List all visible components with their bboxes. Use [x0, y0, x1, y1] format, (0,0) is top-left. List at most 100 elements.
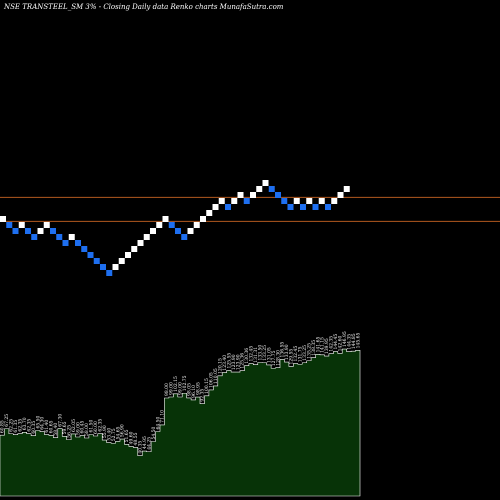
down-brick [175, 228, 181, 234]
volume-label: 92.35 [200, 389, 206, 402]
volume-label: 99.00 [178, 382, 184, 395]
volume-label: 132.45 [293, 346, 299, 362]
volume-label: 125.36 [240, 353, 246, 369]
up-brick [318, 198, 325, 204]
up-brick [343, 186, 350, 192]
volume-label: 54.65 [115, 426, 121, 439]
volume-label: 96.10 [191, 385, 197, 398]
volume-label: 133.25 [302, 345, 308, 361]
volume-label: 64.50 [155, 416, 161, 429]
down-brick [25, 228, 31, 234]
down-brick [87, 252, 94, 258]
volume-label: 59.00 [75, 422, 81, 435]
volume-label: 139.95 [324, 338, 330, 354]
volume-label: 63.70 [22, 417, 28, 430]
volume-label: 62.05 [71, 419, 77, 432]
down-brick [275, 192, 281, 198]
volume-label: 110.05 [213, 368, 219, 384]
up-brick [331, 198, 338, 204]
volume-label: 99.00 [169, 382, 175, 395]
volume-label: 146.95 [342, 331, 348, 347]
up-brick [256, 186, 263, 192]
volume-label: 123.40 [222, 355, 228, 371]
down-brick [325, 204, 331, 210]
volume-label: 142.35 [329, 336, 335, 352]
down-brick [268, 186, 275, 192]
down-brick [31, 234, 38, 240]
volume-label: 65.50 [35, 415, 41, 428]
up-brick [43, 222, 50, 228]
down-brick [168, 222, 175, 228]
up-brick [193, 222, 200, 228]
down-brick [281, 198, 288, 204]
volume-label: 44.25 [146, 437, 152, 450]
volume-label: 133.90 [284, 344, 290, 360]
down-brick [287, 204, 294, 210]
volume-label: 98.95 [195, 382, 201, 395]
volume-label: 48.55 [133, 432, 139, 445]
volume-panel: 60.85 67.25 62.25 61.35 62.35 63.70 62.35 60.35… [0, 331, 361, 497]
up-brick [237, 192, 244, 198]
up-brick [337, 192, 344, 198]
up-brick [293, 198, 300, 204]
volume-label: 61.40 [44, 420, 50, 433]
volume-label: 62.25 [9, 419, 15, 432]
down-brick [75, 240, 81, 246]
volume-label: 67.30 [58, 414, 64, 427]
volume-label: 135.25 [306, 343, 312, 359]
volume-label: 49.60 [129, 431, 135, 444]
volume-label: 144.45 [333, 334, 339, 350]
volume-label: 55.90 [102, 425, 108, 438]
volume-label: 106.05 [209, 372, 215, 388]
volume-label: 51.65 [124, 429, 130, 442]
volume-label: 60.35 [31, 421, 37, 434]
up-brick [68, 234, 75, 240]
volume-label: 62.35 [18, 419, 24, 432]
volume-label: 62.35 [26, 419, 32, 432]
up-brick [118, 258, 125, 264]
volume-label: 59.65 [62, 421, 68, 434]
volume-label: 61.50 [89, 419, 95, 432]
down-brick [300, 204, 306, 210]
volume-label: 52.75 [111, 428, 117, 441]
volume-label: 130.36 [244, 348, 250, 364]
down-brick [243, 198, 250, 204]
volume-label: 102.15 [173, 376, 179, 392]
up-brick [0, 216, 6, 222]
volume-label: 125.55 [226, 353, 232, 369]
volume-label: 60.85 [0, 420, 6, 433]
volume-label: 60.00 [93, 421, 99, 434]
volume-label: 132.45 [249, 346, 255, 362]
up-brick [218, 198, 225, 204]
up-brick [231, 198, 238, 204]
volume-label: 129.55 [289, 349, 295, 365]
volume-label: 98.00 [164, 383, 170, 396]
down-brick [50, 228, 56, 234]
volume-label: 67.25 [4, 414, 10, 427]
volume-label: 98.05 [186, 383, 192, 396]
volume-label: 138.35 [311, 340, 317, 356]
renko-bricks [0, 180, 350, 276]
up-brick [162, 216, 169, 222]
volume-label: 71.10 [160, 410, 166, 423]
down-brick [12, 228, 19, 234]
volume-label: 131.31 [253, 347, 259, 363]
down-brick [6, 222, 13, 228]
volume-label: 58.00 [84, 423, 90, 436]
chart-title: NSE TRANSTEEL_SM 3% - Closing Daily data… [3, 3, 284, 11]
down-brick [225, 204, 231, 210]
volume-label: 142.60 [338, 336, 344, 352]
up-brick [250, 192, 256, 198]
up-brick [18, 222, 25, 228]
volume-area [0, 348, 361, 497]
volume-label: 120.15 [218, 358, 224, 374]
up-brick [200, 216, 206, 222]
volume-label: 136.55 [280, 342, 286, 358]
up-brick [206, 210, 213, 216]
up-brick [112, 264, 119, 270]
volume-label: 131.75 [298, 346, 304, 362]
volume-label: 44.95 [142, 436, 148, 449]
volume-label: 128.30 [275, 350, 281, 366]
volume-label: 62.35 [98, 419, 104, 432]
volume-label: 102.75 [182, 375, 188, 391]
